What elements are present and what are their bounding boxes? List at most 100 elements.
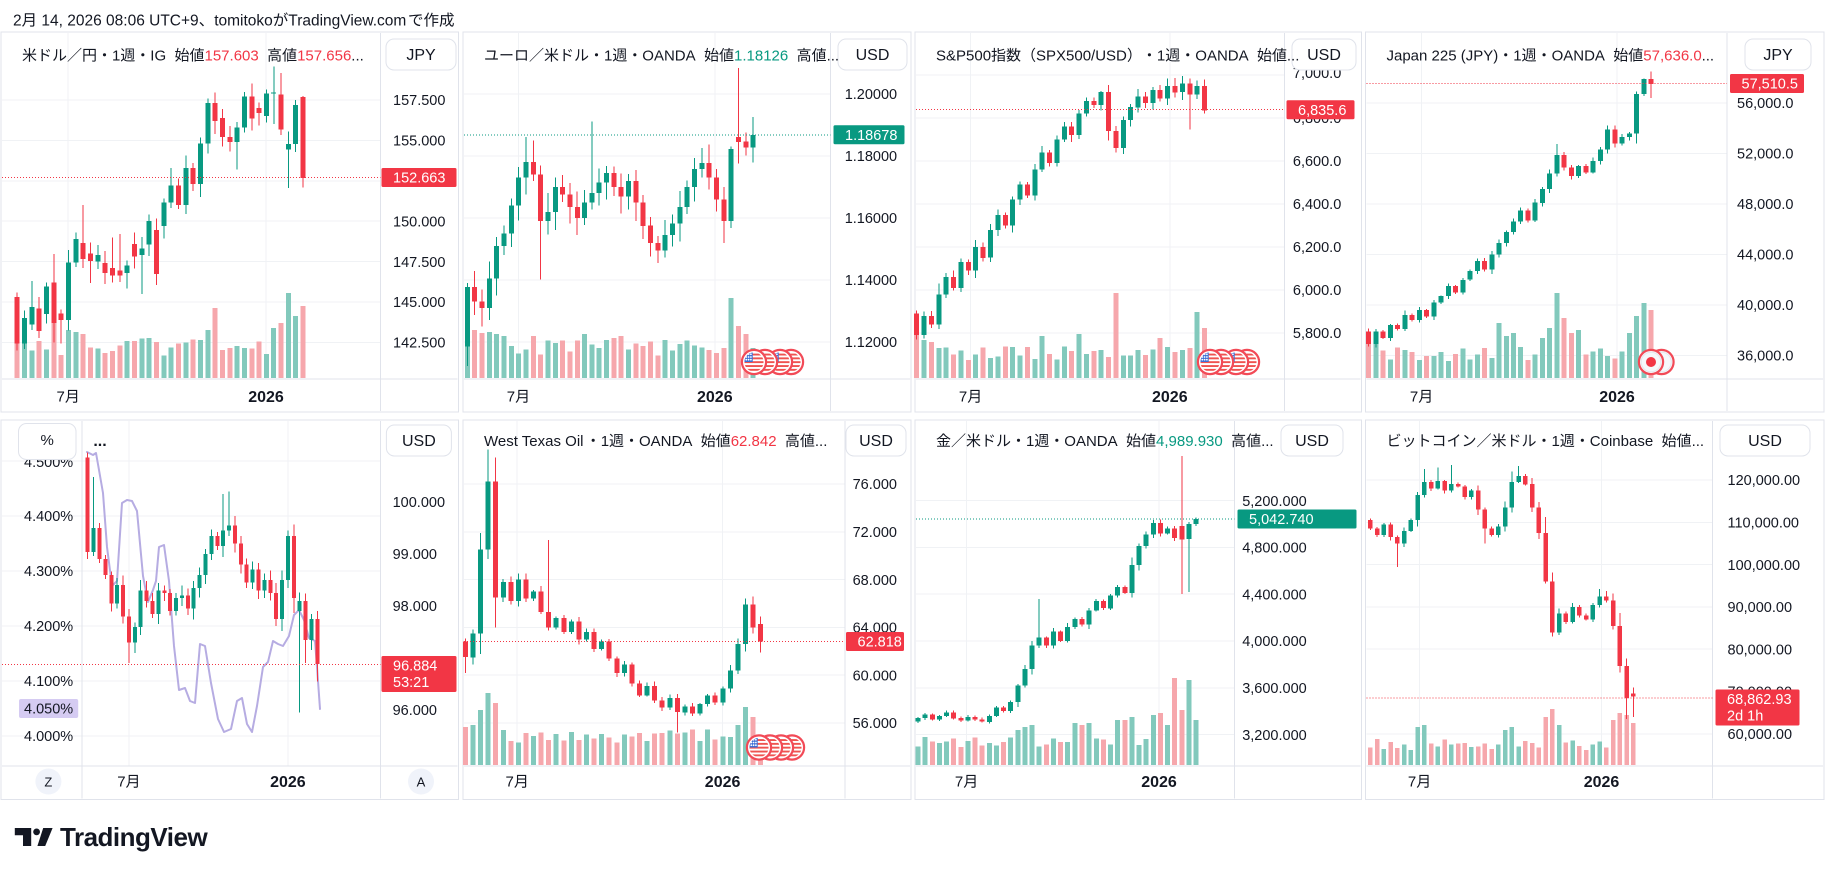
svg-text:...: ... bbox=[827, 48, 840, 65]
svg-text:A: A bbox=[417, 774, 426, 789]
svg-text:62.818: 62.818 bbox=[858, 635, 902, 651]
svg-text:6,835.6: 6,835.6 bbox=[1298, 103, 1346, 119]
svg-text:60.000: 60.000 bbox=[853, 668, 897, 684]
svg-text:157.656: 157.656 bbox=[297, 48, 351, 65]
svg-text:1: 1 bbox=[1513, 48, 1521, 65]
svg-text:USD: USD bbox=[1295, 433, 1329, 450]
svg-text:2026: 2026 bbox=[1584, 774, 1620, 791]
svg-text:40,000.0: 40,000.0 bbox=[1737, 298, 1793, 314]
svg-text:1: 1 bbox=[112, 48, 120, 65]
svg-text:TradingView.com: TradingView.com bbox=[288, 13, 406, 30]
svg-text:1: 1 bbox=[1157, 48, 1165, 65]
svg-text:1: 1 bbox=[604, 48, 612, 65]
svg-text:6,400.0: 6,400.0 bbox=[1293, 197, 1341, 213]
svg-text:1.18678: 1.18678 bbox=[845, 128, 897, 144]
svg-text:2026: 2026 bbox=[705, 774, 741, 791]
svg-text:1.14000: 1.14000 bbox=[845, 273, 897, 289]
svg-text:7: 7 bbox=[507, 389, 515, 406]
svg-text:7: 7 bbox=[506, 774, 514, 791]
svg-text:3,200.000: 3,200.000 bbox=[1242, 728, 1307, 744]
svg-text:1: 1 bbox=[601, 433, 609, 450]
svg-text:36,000.0: 36,000.0 bbox=[1737, 349, 1793, 365]
svg-text:57,636.0: 57,636.0 bbox=[1643, 48, 1701, 65]
svg-text:68,862.93: 68,862.93 bbox=[1727, 692, 1792, 708]
svg-text:...: ... bbox=[1261, 433, 1274, 450]
svg-text:...: ... bbox=[815, 433, 828, 450]
svg-text:57,510.5: 57,510.5 bbox=[1742, 77, 1798, 93]
svg-text:142.500: 142.500 bbox=[393, 336, 445, 352]
svg-text:1.16000: 1.16000 bbox=[845, 211, 897, 227]
svg-text:100,000.00: 100,000.00 bbox=[1728, 558, 1801, 574]
svg-text:157.500: 157.500 bbox=[393, 93, 445, 109]
svg-text:100.000: 100.000 bbox=[393, 495, 445, 511]
svg-text:2026: 2026 bbox=[270, 774, 306, 791]
svg-text:7: 7 bbox=[117, 774, 125, 791]
svg-text:2d 1h: 2d 1h bbox=[1727, 708, 1763, 724]
svg-text:Japan 225 (JPY): Japan 225 (JPY) bbox=[1387, 48, 1499, 65]
svg-text:1: 1 bbox=[1026, 433, 1034, 450]
svg-text:...: ... bbox=[351, 48, 364, 65]
svg-text:USD: USD bbox=[402, 433, 436, 450]
svg-text:62.842: 62.842 bbox=[731, 433, 777, 450]
svg-text:7: 7 bbox=[1410, 389, 1418, 406]
svg-text:96.884: 96.884 bbox=[393, 658, 437, 674]
svg-text:tomitoko: tomitoko bbox=[214, 13, 273, 30]
svg-text:4.000%: 4.000% bbox=[24, 729, 73, 745]
svg-text:1.18000: 1.18000 bbox=[845, 149, 897, 165]
svg-text:68.000: 68.000 bbox=[853, 573, 897, 589]
svg-text:TradingView: TradingView bbox=[60, 822, 208, 852]
svg-text:2026: 2026 bbox=[1599, 389, 1635, 406]
svg-text:JPY: JPY bbox=[1763, 47, 1793, 64]
svg-text:1.12000: 1.12000 bbox=[845, 335, 897, 351]
svg-text:147.500: 147.500 bbox=[393, 255, 445, 271]
svg-text:80,000.00: 80,000.00 bbox=[1728, 642, 1793, 658]
svg-text:7: 7 bbox=[955, 774, 963, 791]
svg-text:56.000: 56.000 bbox=[853, 716, 897, 732]
svg-text:USD: USD bbox=[1307, 47, 1341, 64]
svg-text:145.000: 145.000 bbox=[393, 295, 445, 311]
svg-text:120,000.00: 120,000.00 bbox=[1728, 473, 1801, 489]
svg-text:6,200.0: 6,200.0 bbox=[1293, 240, 1341, 256]
svg-text:...: ... bbox=[1702, 48, 1715, 65]
svg-text:155.000: 155.000 bbox=[393, 134, 445, 150]
svg-text:44,000.0: 44,000.0 bbox=[1737, 248, 1793, 264]
svg-text:60,000.00: 60,000.00 bbox=[1728, 727, 1793, 743]
svg-text:OANDA: OANDA bbox=[639, 433, 692, 450]
svg-text:4,989.930: 4,989.930 bbox=[1156, 433, 1223, 450]
svg-text:98.000: 98.000 bbox=[393, 599, 437, 615]
svg-text:OANDA: OANDA bbox=[1552, 48, 1605, 65]
svg-text:48,000.0: 48,000.0 bbox=[1737, 197, 1793, 213]
svg-text:7: 7 bbox=[959, 389, 967, 406]
svg-text:96.000: 96.000 bbox=[393, 703, 437, 719]
svg-text:1: 1 bbox=[1552, 433, 1560, 450]
svg-text:JPY: JPY bbox=[406, 47, 436, 64]
svg-text:7: 7 bbox=[1408, 774, 1416, 791]
svg-text:2: 2 bbox=[13, 13, 22, 30]
svg-text:4.050%: 4.050% bbox=[24, 702, 73, 718]
svg-text:2026: 2026 bbox=[248, 389, 284, 406]
svg-text:IG: IG bbox=[150, 48, 166, 65]
svg-text:1.20000: 1.20000 bbox=[845, 87, 897, 103]
svg-text:3,600.000: 3,600.000 bbox=[1242, 681, 1307, 697]
svg-text:5,042.740: 5,042.740 bbox=[1249, 512, 1314, 528]
svg-text:72.000: 72.000 bbox=[853, 525, 897, 541]
svg-text:56,000.0: 56,000.0 bbox=[1737, 96, 1793, 112]
svg-text:USD: USD bbox=[1748, 433, 1782, 450]
svg-text:OANDA: OANDA bbox=[1195, 48, 1248, 65]
svg-text:2026: 2026 bbox=[1141, 774, 1177, 791]
svg-text:4.200%: 4.200% bbox=[24, 619, 73, 635]
svg-text:...: ... bbox=[1692, 433, 1705, 450]
svg-text:4,400.000: 4,400.000 bbox=[1242, 587, 1307, 603]
svg-text:West Texas Oil: West Texas Oil bbox=[484, 433, 583, 450]
svg-text:USD: USD bbox=[859, 433, 893, 450]
svg-text:4.400%: 4.400% bbox=[24, 509, 73, 525]
svg-text:4.100%: 4.100% bbox=[24, 674, 73, 690]
svg-text:%: % bbox=[41, 432, 54, 449]
svg-text:4,000.000: 4,000.000 bbox=[1242, 634, 1307, 650]
svg-text:2026: 2026 bbox=[1152, 389, 1188, 406]
svg-text:Z: Z bbox=[44, 774, 52, 789]
svg-text:S&P500: S&P500 bbox=[936, 48, 991, 65]
svg-text:2026: 2026 bbox=[697, 389, 733, 406]
svg-text:110,000.00: 110,000.00 bbox=[1728, 516, 1800, 532]
svg-text:7: 7 bbox=[57, 389, 65, 406]
